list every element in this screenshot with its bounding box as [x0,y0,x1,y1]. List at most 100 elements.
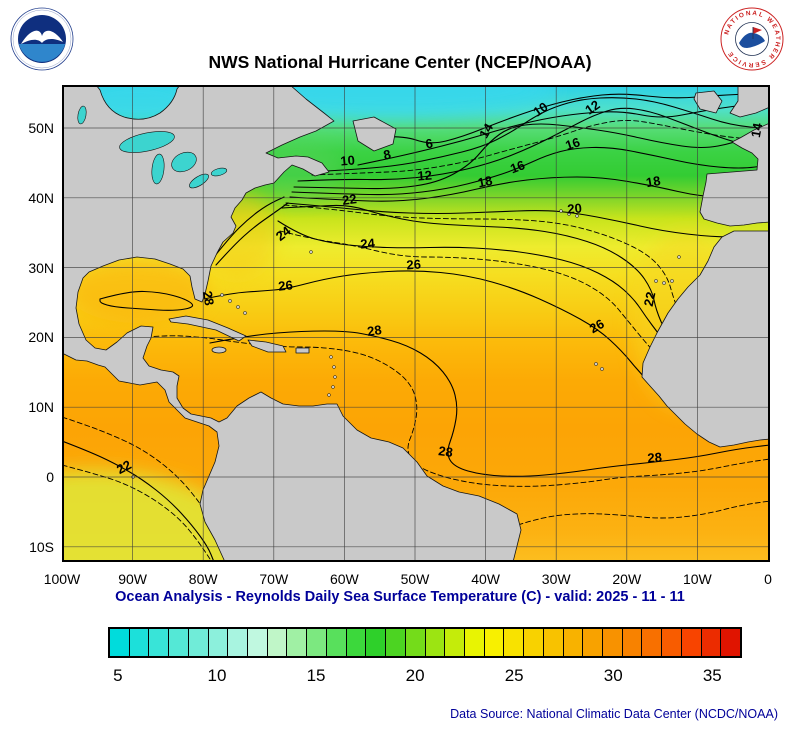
colorbar-segment [642,629,663,656]
x-axis-tick-label: 10W [682,571,712,587]
colorbar-segment [386,629,406,656]
nws-logo: NATIONAL WEATHER SERVICE [720,7,784,71]
colorbar-tick-label: 10 [207,666,227,685]
land-hispaniola [247,339,287,353]
colorbar-tick-label: 30 [603,666,623,685]
isotherm-line-dashed [311,120,770,176]
isotherm-line-unlabeled [215,202,289,266]
colorbar-segment [149,629,170,656]
isotherm-label: 26 [278,277,294,293]
isotherm-line-unlabeled [213,196,285,258]
colorbar-segment [129,629,150,656]
isotherm-label: 16 [508,157,527,176]
isotherm-label: 26 [406,257,421,273]
temperature-colorbar [108,627,742,658]
colorbar-segment [267,629,288,656]
colorbar-segment [701,629,722,656]
colorbar-segment [188,629,209,656]
colorbar-segment [366,629,387,656]
colorbar-segment [425,629,446,656]
isotherm-contours [62,92,770,562]
isotherm-line-8 [357,102,770,166]
colorbar-segment [563,629,584,656]
isotherm-label: 10 [530,99,550,120]
land-britain [729,85,770,118]
colorbar-segment [662,629,682,656]
isotherm-line-14 [293,123,770,190]
isotherm-label: 18 [645,173,662,190]
colorbar-tick-label: 35 [702,666,722,685]
isotherm-label: 28 [366,322,382,339]
x-axis-tick-label: 90W [118,571,147,587]
colorbar-segment [208,629,229,656]
map-frame [62,85,770,562]
isotherm-line-28 [209,330,770,477]
isotherm-label: 22 [341,191,357,208]
colorbar-segment [326,629,347,656]
colorbar-segment [346,629,367,656]
colorbar-segment [445,629,465,656]
isotherm-label: 22 [114,457,134,477]
y-axis-tick-label: 40N [28,189,54,206]
colorbar-tick-label: 25 [504,666,524,685]
isotherm-label: 26 [587,316,607,336]
x-axis-tick-label: 60W [329,571,359,587]
colorbar-segment [110,629,130,656]
colorbar-tick-label: 15 [306,666,326,685]
land-ireland [693,90,723,114]
x-axis-tick-label: 100W [43,571,81,587]
colorbar-tick-labels: 5 10 15 20 25 30 35 [108,666,742,688]
colorbar-segment [543,629,564,656]
y-axis-tick-label: 50N [28,120,54,136]
isotherm-line-10 [325,97,770,172]
x-axis-tick-label: 30W [541,571,571,587]
y-axis-tick-label: 20N [28,329,54,346]
noaa-seagull-icon [21,30,63,44]
isotherm-line-12 [297,107,770,182]
y-axis-tick-label: 0 [46,469,54,485]
page-title: NWS National Hurricane Center (NCEP/NOAA… [208,52,592,72]
x-axis-tick-label: 80W [188,571,218,587]
nws-warning-flag-icon [753,27,762,34]
land-newfoundland [352,116,397,152]
isotherm-label: 16 [563,134,581,153]
colorbar-segment [405,629,426,656]
isotherm-line-6 [361,92,770,144]
isotherm-line-22 [62,440,215,562]
land-cuba [168,315,247,342]
analysis-caption: Ocean Analysis - Reynolds Daily Sea Surf… [115,589,685,605]
land-jamaica [211,346,227,354]
colorbar-segment [721,629,740,656]
colorbar-segment [504,629,525,656]
y-axis-tick-label: 10S [29,538,54,555]
noaa-logo-sea [18,44,66,62]
isotherm-line-28 [99,290,194,311]
isotherm-label: 18 [476,173,493,191]
isotherm-label: 12 [417,168,432,184]
colorbar-tick-label: 20 [405,666,425,685]
colorbar-segment [681,629,702,656]
land-france-iberia [699,122,770,227]
isotherm-label: 10 [340,152,356,168]
isotherm-label: 22 [641,290,659,307]
isotherm-line-dashed [283,204,699,344]
colorbar-segment [583,629,603,656]
data-source-note: Data Source: National Climatic Data Cent… [450,707,778,721]
x-axis-tick-label: 0 [764,571,772,587]
colorbar-segment [484,629,505,656]
isotherm-line-dashed [62,416,227,562]
isotherm-line-22 [281,204,695,362]
colorbar-tick-label: 5 [113,666,123,685]
noaa-logo-ring-inner [12,9,72,69]
nws-logo-map-shape [739,32,765,48]
isotherm-label: 14 [748,121,765,139]
isotherm-label: 12 [582,97,602,118]
isotherm-label: 28 [200,290,217,307]
isotherm-line-20 [285,202,770,238]
x-axis-tick-label: 50W [400,571,430,587]
land-africa [641,230,770,448]
colorbar-segment [287,629,308,656]
